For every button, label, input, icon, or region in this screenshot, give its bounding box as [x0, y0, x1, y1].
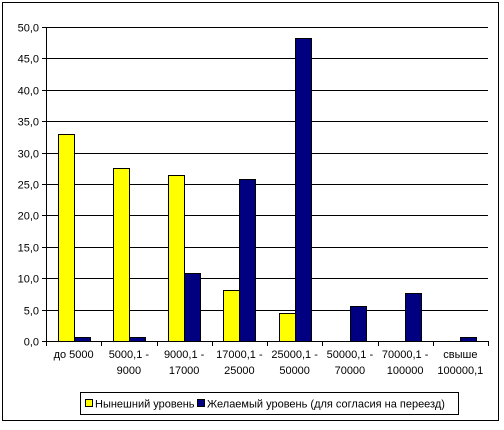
- x-tick-label: до 5000: [54, 349, 94, 361]
- x-tick-label: 50000,1 -70000: [327, 349, 374, 377]
- x-tick-label: 70000,1 -100000: [382, 349, 429, 377]
- x-tick-label: 5000,1 -9000: [109, 349, 150, 377]
- y-tick-label: 35,0: [18, 117, 39, 129]
- y-tick-label: 0,0: [24, 337, 39, 349]
- bar: [58, 134, 75, 342]
- y-tick-label: 40,0: [18, 86, 39, 98]
- bar: [168, 175, 185, 342]
- bars: [58, 38, 477, 342]
- bar: [460, 337, 477, 342]
- y-tick-label: 15,0: [18, 243, 39, 255]
- legend-swatch-desired: [197, 399, 205, 407]
- x-tick-label: 25000,1 -50000: [271, 349, 318, 377]
- y-tick-label: 5,0: [24, 306, 39, 318]
- x-axis-tick-labels: до 5000 5000,1 -9000 9000,1 -17000 17000,1 …: [54, 349, 484, 377]
- legend-label-desired: Желаемый уровень (для согласия на переез…: [207, 399, 445, 411]
- bar: [184, 273, 201, 342]
- y-tick-label: 20,0: [18, 211, 39, 223]
- x-tick-label: свыше 100000,1: [437, 349, 483, 377]
- legend-label-current: Нынешний уровень: [95, 399, 195, 411]
- bar: [239, 179, 256, 342]
- legend: Нынешний уровень Желаемый уровень (для с…: [80, 392, 459, 415]
- bar: [350, 306, 367, 342]
- y-tick-label: 30,0: [18, 149, 39, 161]
- bar: [223, 290, 240, 342]
- x-tick-label: 17000,1 -25000: [216, 349, 263, 377]
- legend-box: [80, 392, 459, 415]
- bar: [295, 38, 312, 342]
- y-tick-label: 50,0: [18, 23, 39, 35]
- legend-swatch-current: [85, 399, 93, 407]
- bar: [279, 313, 296, 342]
- y-axis-tick-labels: 0,0 5,0 10,0 15,0 20,0 25,0 30,0 35,0 40,0 45,0 50…: [18, 23, 39, 349]
- y-tick-label: 45,0: [18, 54, 39, 66]
- bar: [74, 337, 91, 342]
- x-tick-label: 9000,1 -17000: [164, 349, 205, 377]
- y-tick-label: 10,0: [18, 274, 39, 286]
- axes: [42, 27, 489, 346]
- bar: [405, 293, 422, 342]
- bar: [113, 168, 130, 342]
- bar: [129, 337, 146, 342]
- y-tick-label: 25,0: [18, 180, 39, 192]
